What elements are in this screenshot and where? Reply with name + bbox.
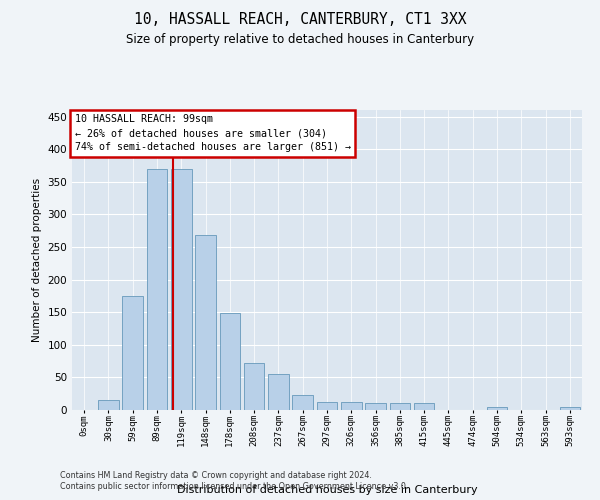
Bar: [220, 314, 240, 410]
Bar: [317, 402, 337, 410]
Bar: [195, 235, 216, 410]
Bar: [487, 406, 508, 410]
Bar: [560, 406, 580, 410]
Bar: [414, 404, 434, 410]
Text: Contains public sector information licensed under the Open Government Licence v3: Contains public sector information licen…: [60, 482, 409, 491]
Bar: [365, 404, 386, 410]
Text: 10 HASSALL REACH: 99sqm
← 26% of detached houses are smaller (304)
74% of semi-d: 10 HASSALL REACH: 99sqm ← 26% of detache…: [74, 114, 350, 152]
Text: 10, HASSALL REACH, CANTERBURY, CT1 3XX: 10, HASSALL REACH, CANTERBURY, CT1 3XX: [134, 12, 466, 28]
Bar: [98, 400, 119, 410]
Text: Contains HM Land Registry data © Crown copyright and database right 2024.: Contains HM Land Registry data © Crown c…: [60, 471, 372, 480]
Text: Size of property relative to detached houses in Canterbury: Size of property relative to detached ho…: [126, 32, 474, 46]
Bar: [171, 168, 191, 410]
X-axis label: Distribution of detached houses by size in Canterbury: Distribution of detached houses by size …: [176, 486, 478, 496]
Bar: [292, 395, 313, 410]
Bar: [122, 296, 143, 410]
Bar: [268, 374, 289, 410]
Bar: [341, 402, 362, 410]
Bar: [244, 363, 265, 410]
Y-axis label: Number of detached properties: Number of detached properties: [32, 178, 42, 342]
Bar: [146, 168, 167, 410]
Bar: [389, 404, 410, 410]
